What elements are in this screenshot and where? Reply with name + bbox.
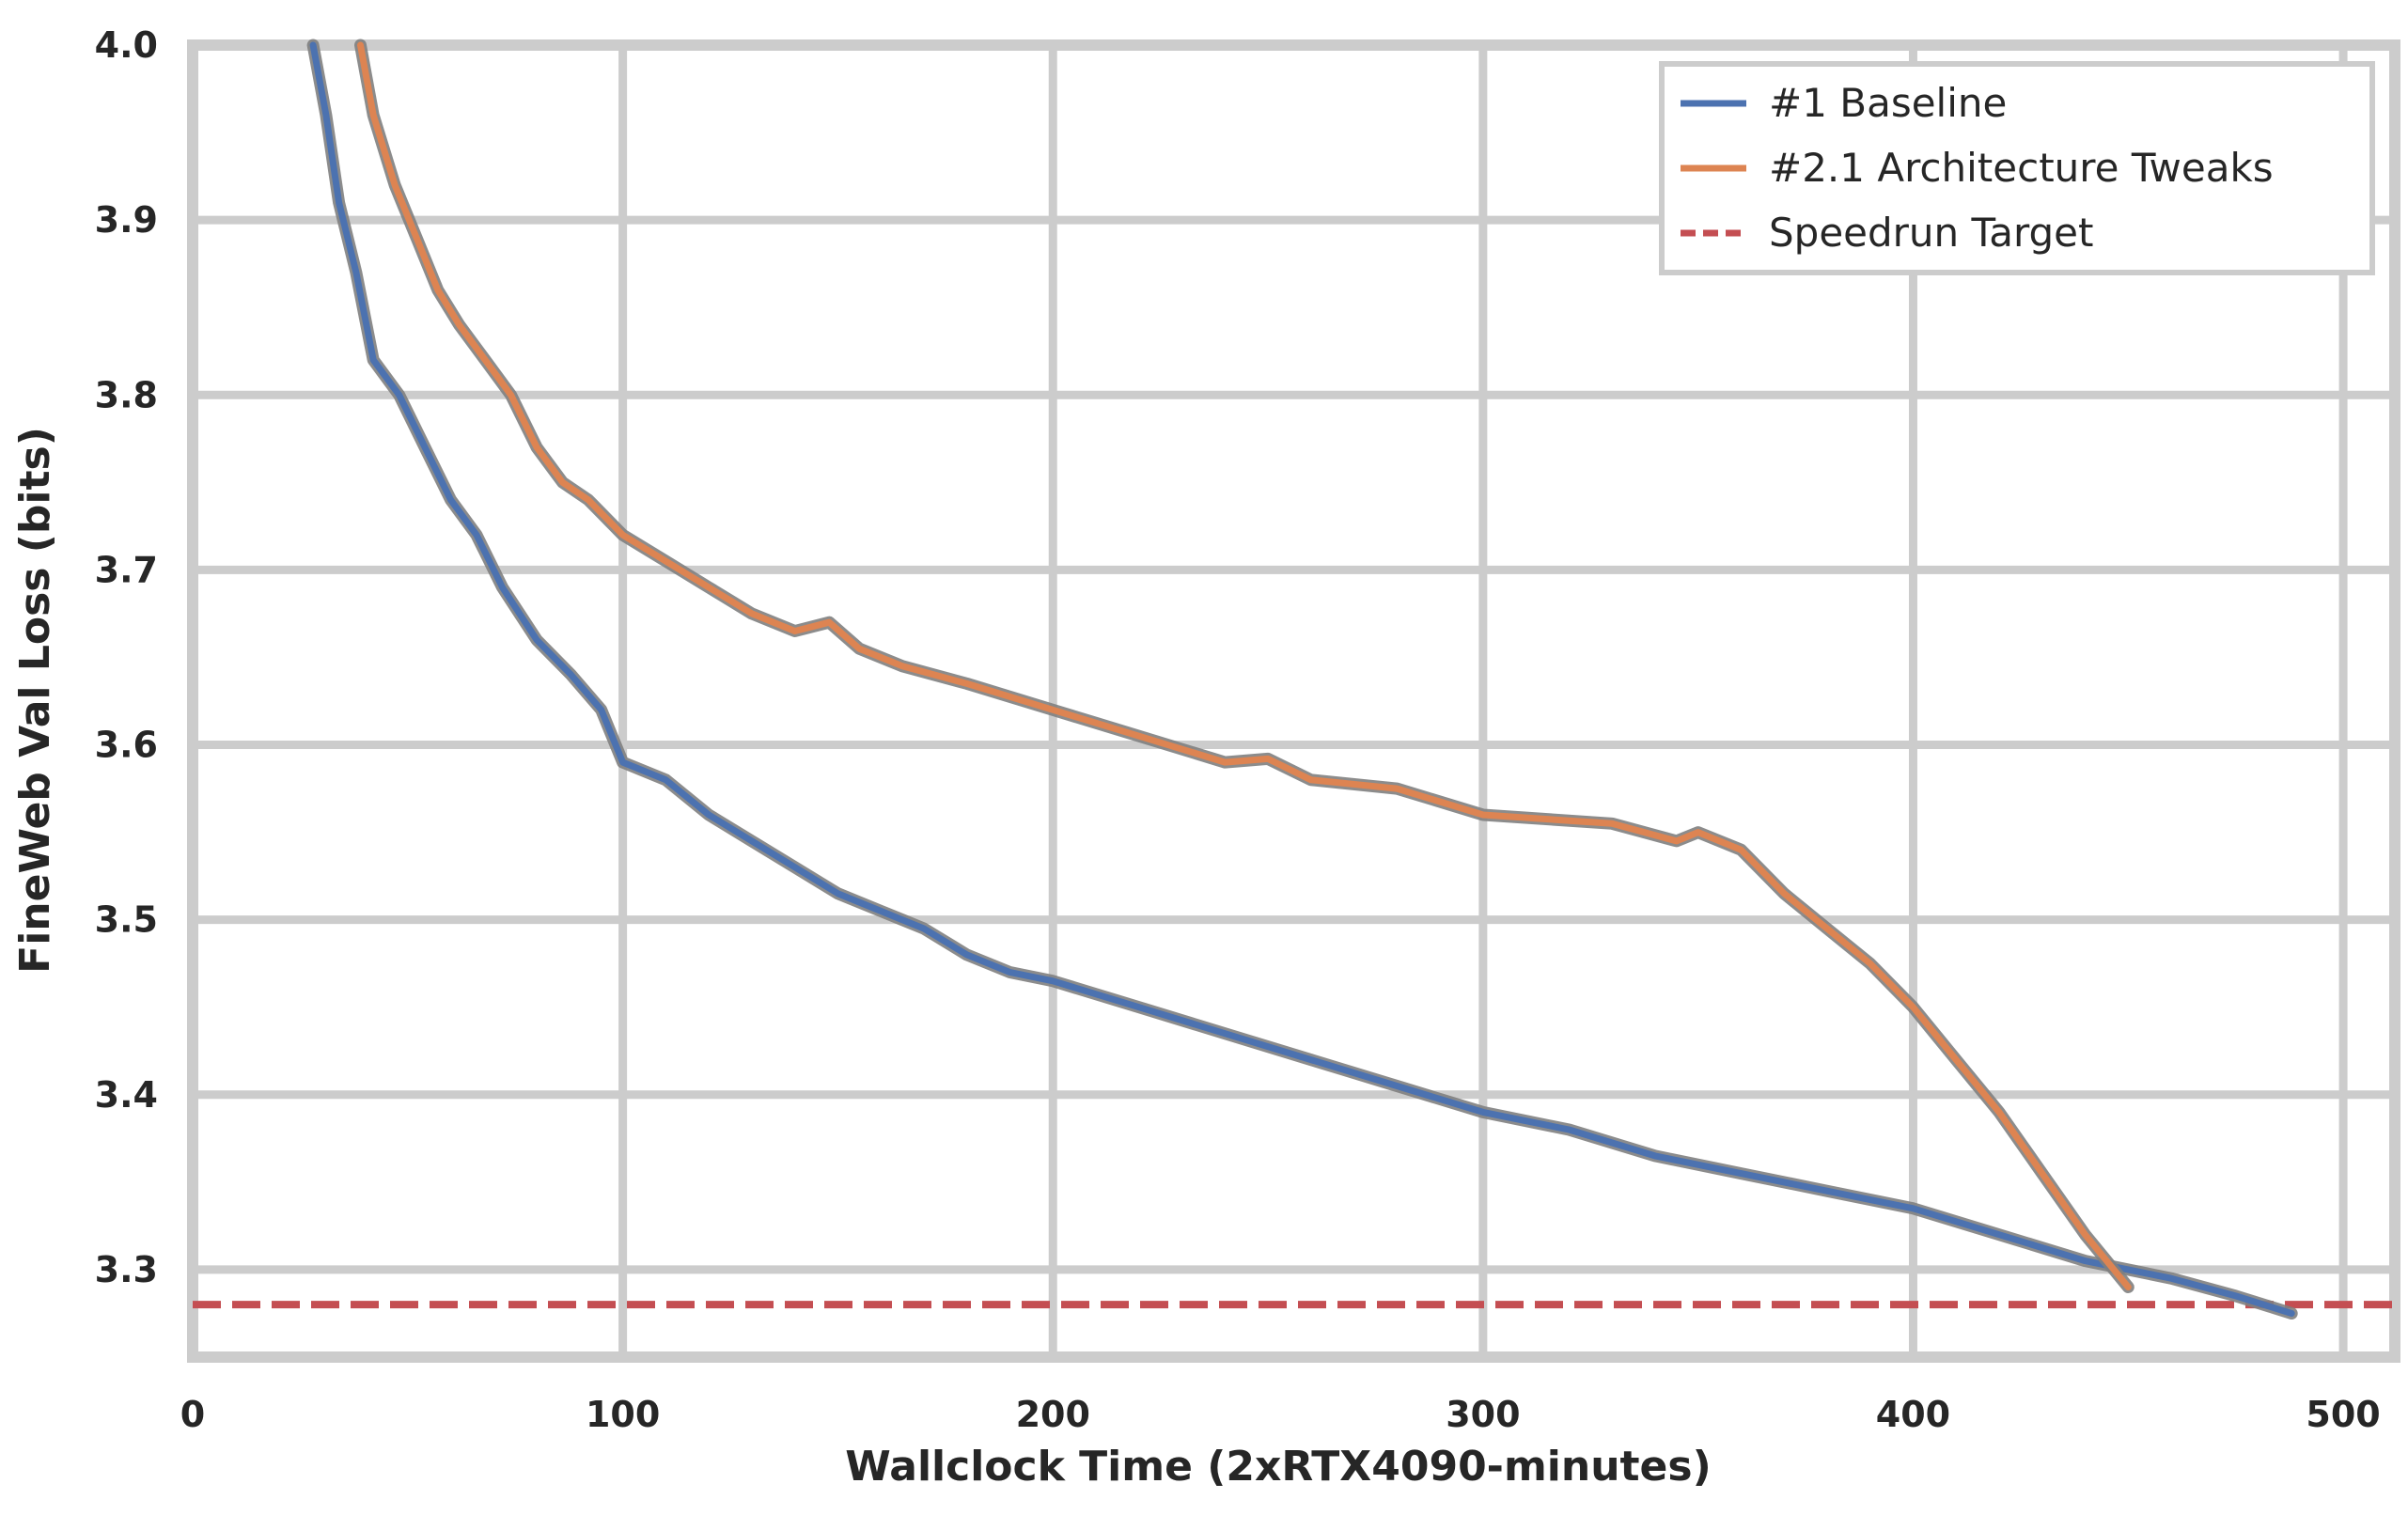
series-lines — [306, 39, 2298, 1320]
y-tick-label: 3.3 — [95, 1249, 158, 1290]
legend-label: #2.1 Architecture Tweaks — [1769, 145, 2274, 191]
series-line — [309, 41, 2295, 1317]
x-tick-label: 0 — [180, 1394, 205, 1435]
x-tick-label: 400 — [1876, 1394, 1950, 1435]
legend-label: #1 Baseline — [1769, 80, 2007, 126]
x-tick-label: 300 — [1446, 1394, 1520, 1435]
y-tick-label: 3.6 — [95, 725, 158, 766]
plot-border — [187, 39, 2400, 1363]
y-tick-label: 3.4 — [95, 1074, 158, 1116]
x-axis-title: Wallclock Time (2xRTX4090-minutes) — [845, 1443, 1711, 1491]
legend-box — [1659, 61, 2375, 275]
legend-label: Speedrun Target — [1769, 210, 2093, 256]
x-tick-label: 500 — [2306, 1394, 2380, 1435]
y-tick-label: 3.8 — [95, 374, 158, 415]
y-tick-label: 4.0 — [95, 24, 158, 66]
series-line — [357, 41, 2132, 1290]
y-tick-label: 3.9 — [95, 199, 158, 241]
y-tick-label: 3.7 — [95, 549, 158, 590]
x-tick-labels: 0 100 200 300 400 500 — [180, 1394, 2381, 1435]
x-tick-label: 100 — [586, 1394, 660, 1435]
y-tick-label: 3.5 — [95, 899, 158, 941]
x-tick-label: 200 — [1016, 1394, 1090, 1435]
y-tick-labels: 3.3 3.4 3.5 3.6 3.7 3.8 3.9 4.0 — [95, 24, 158, 1290]
y-axis-title: FineWeb Val Loss (bits) — [11, 427, 59, 974]
plot-frame — [187, 39, 2400, 1363]
legend: #1 Baseline #2.1 Architecture Tweaks Speed… — [1659, 61, 2375, 275]
